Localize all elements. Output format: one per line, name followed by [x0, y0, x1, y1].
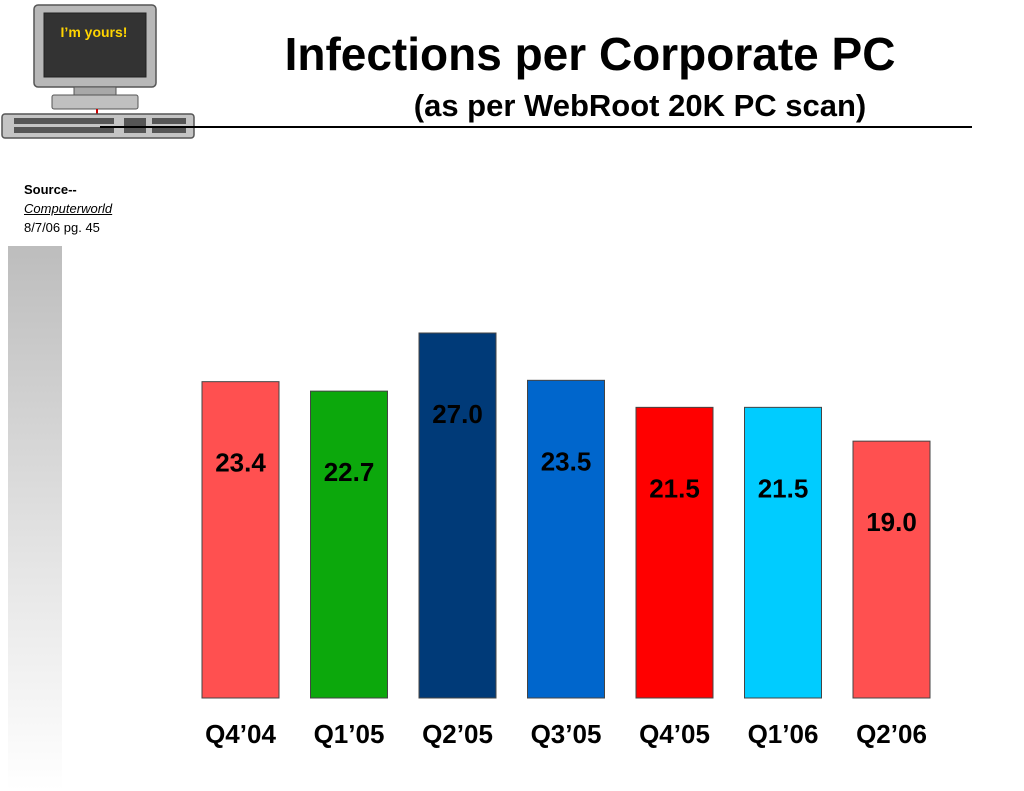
bar-0 [201, 381, 280, 699]
decorative-strip [8, 246, 62, 791]
bar-1 [310, 390, 388, 699]
bar-value-label: 27.0 [432, 399, 483, 429]
source-publication: Computerworld [24, 201, 113, 216]
page-subtitle: (as per WebRoot 20K PC scan) [413, 88, 867, 123]
computer-icon: I’m yours! [0, 0, 200, 145]
bar-value-label: 22.7 [324, 457, 375, 487]
category-tick-label: Q4’05 [639, 719, 710, 749]
category-tick-label: Q1’05 [314, 719, 385, 749]
category-tick-label: Q1’06 [748, 719, 819, 749]
source-note: Source-- Computerworld 8/7/06 pg. 45 [24, 180, 112, 237]
bar-6 [852, 440, 931, 699]
category-tick-label: Q2’05 [422, 719, 493, 749]
category-tick-label: Q2’06 [856, 719, 927, 749]
page-title: Infections per Corporate PC [284, 28, 896, 80]
bar-5 [744, 406, 822, 699]
bar-value-label: 19.0 [866, 507, 917, 537]
clipart-screen-text: I’m yours! [60, 24, 128, 40]
bar-value-label: 21.5 [649, 473, 700, 503]
bar-value-label: 21.5 [758, 473, 809, 503]
bar-4 [635, 406, 714, 699]
bar-2 [418, 332, 497, 699]
bar-3 [527, 379, 605, 699]
bar-value-label: 23.5 [541, 446, 592, 476]
category-tick-label: Q3’05 [531, 719, 602, 749]
source-date: 8/7/06 pg. 45 [24, 220, 100, 235]
bar-value-label: 23.4 [215, 448, 266, 478]
title-divider [100, 126, 972, 128]
source-label: Source-- [24, 182, 77, 197]
category-tick-label: Q4’04 [205, 719, 276, 749]
